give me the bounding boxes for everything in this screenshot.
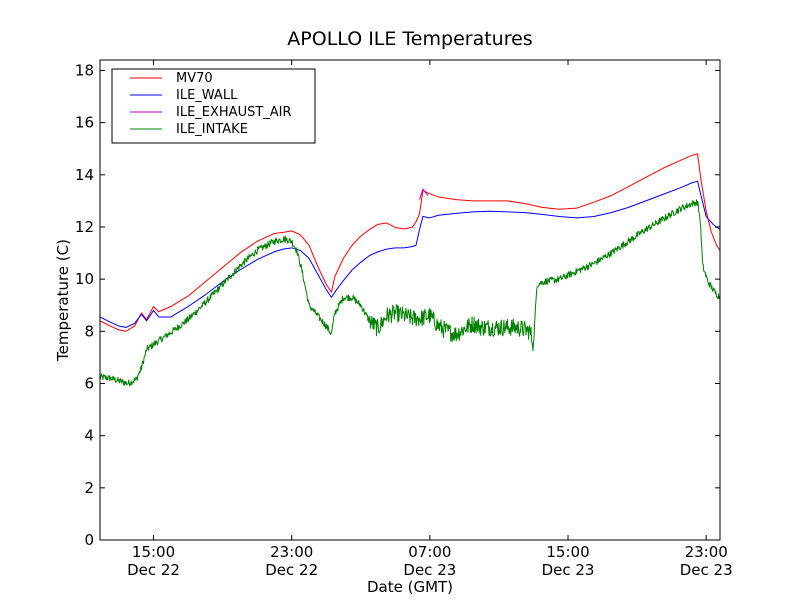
y-tick-label: 8 bbox=[84, 322, 94, 340]
x-tick-label: 23:00 bbox=[685, 543, 728, 561]
x-tick-sublabel: Dec 23 bbox=[542, 561, 595, 579]
x-tick-label: 23:00 bbox=[270, 543, 313, 561]
plot-lines bbox=[99, 153, 721, 387]
series-line-ile-wall bbox=[99, 180, 721, 328]
x-tick-sublabel: Dec 22 bbox=[265, 561, 318, 579]
series-line-ile-exhaust-air bbox=[419, 188, 429, 200]
legend-label: ILE_WALL bbox=[176, 88, 238, 103]
x-tick-label: 07:00 bbox=[408, 543, 451, 561]
legend-box bbox=[111, 68, 316, 144]
legend-label: MV70 bbox=[176, 71, 213, 86]
y-axis: 0 2 4 6 8 10 12 14 16 18 bbox=[75, 61, 720, 549]
y-tick-label: 0 bbox=[84, 531, 94, 549]
series-line-mv70 bbox=[99, 153, 721, 332]
x-tick-label: 15:00 bbox=[132, 543, 175, 561]
x-tick-sublabel: Dec 23 bbox=[680, 561, 733, 579]
y-tick-label: 6 bbox=[84, 374, 94, 392]
y-axis-label: Temperature (C) bbox=[54, 239, 72, 362]
y-tick-label: 18 bbox=[75, 61, 94, 79]
plot-frame bbox=[99, 59, 721, 541]
y-tick-label: 12 bbox=[75, 218, 94, 236]
y-tick-label: 16 bbox=[75, 114, 94, 132]
x-axis-label: Date (GMT) bbox=[367, 578, 453, 596]
y-tick-label: 4 bbox=[84, 427, 94, 445]
x-tick-label: 15:00 bbox=[546, 543, 589, 561]
x-tick-sublabel: Dec 23 bbox=[403, 561, 456, 579]
x-tick-sublabel: Dec 22 bbox=[127, 561, 180, 579]
y-tick-label: 14 bbox=[75, 166, 94, 184]
y-tick-label: 10 bbox=[75, 270, 94, 288]
series-line-ile-intake bbox=[99, 199, 721, 387]
legend: MV70 ILE_WALL ILE_EXHAUST_AIR ILE_INTAKE bbox=[111, 68, 316, 144]
legend-label: ILE_EXHAUST_AIR bbox=[176, 105, 292, 120]
chart-title: APOLLO ILE Temperatures bbox=[287, 28, 532, 50]
legend-label: ILE_INTAKE bbox=[176, 122, 248, 137]
y-tick-label: 2 bbox=[84, 479, 94, 497]
